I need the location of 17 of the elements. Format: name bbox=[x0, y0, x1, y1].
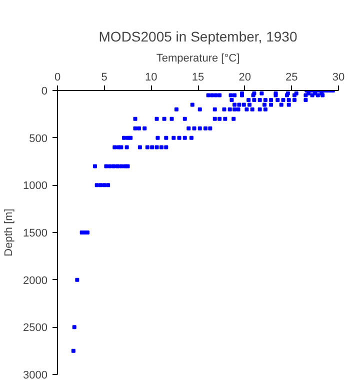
x-tick-label: 5 bbox=[101, 72, 108, 84]
y-axis-title: Depth [m] bbox=[3, 208, 16, 256]
x-tick-label: 0 bbox=[54, 72, 61, 84]
y-tick-label: 2000 bbox=[23, 274, 48, 287]
y-tick-label: 500 bbox=[29, 132, 48, 145]
x-tick-label: 25 bbox=[286, 72, 298, 84]
y-tick-label: 0 bbox=[41, 86, 48, 98]
x-tick-label: 15 bbox=[192, 72, 204, 84]
x-tick-label: 10 bbox=[145, 72, 158, 84]
chart-title: MODS2005 in September, 1930 bbox=[98, 28, 298, 44]
y-tick-label: 1500 bbox=[23, 228, 48, 240]
y-tick-label: 2500 bbox=[23, 322, 48, 334]
x-tick-label: 20 bbox=[238, 72, 251, 84]
y-tick-label: 1000 bbox=[23, 180, 48, 192]
x-tick-label: 30 bbox=[332, 72, 345, 84]
x-axis-title: Temperature [°C] bbox=[156, 52, 240, 64]
y-tick-label: 3000 bbox=[23, 370, 48, 382]
